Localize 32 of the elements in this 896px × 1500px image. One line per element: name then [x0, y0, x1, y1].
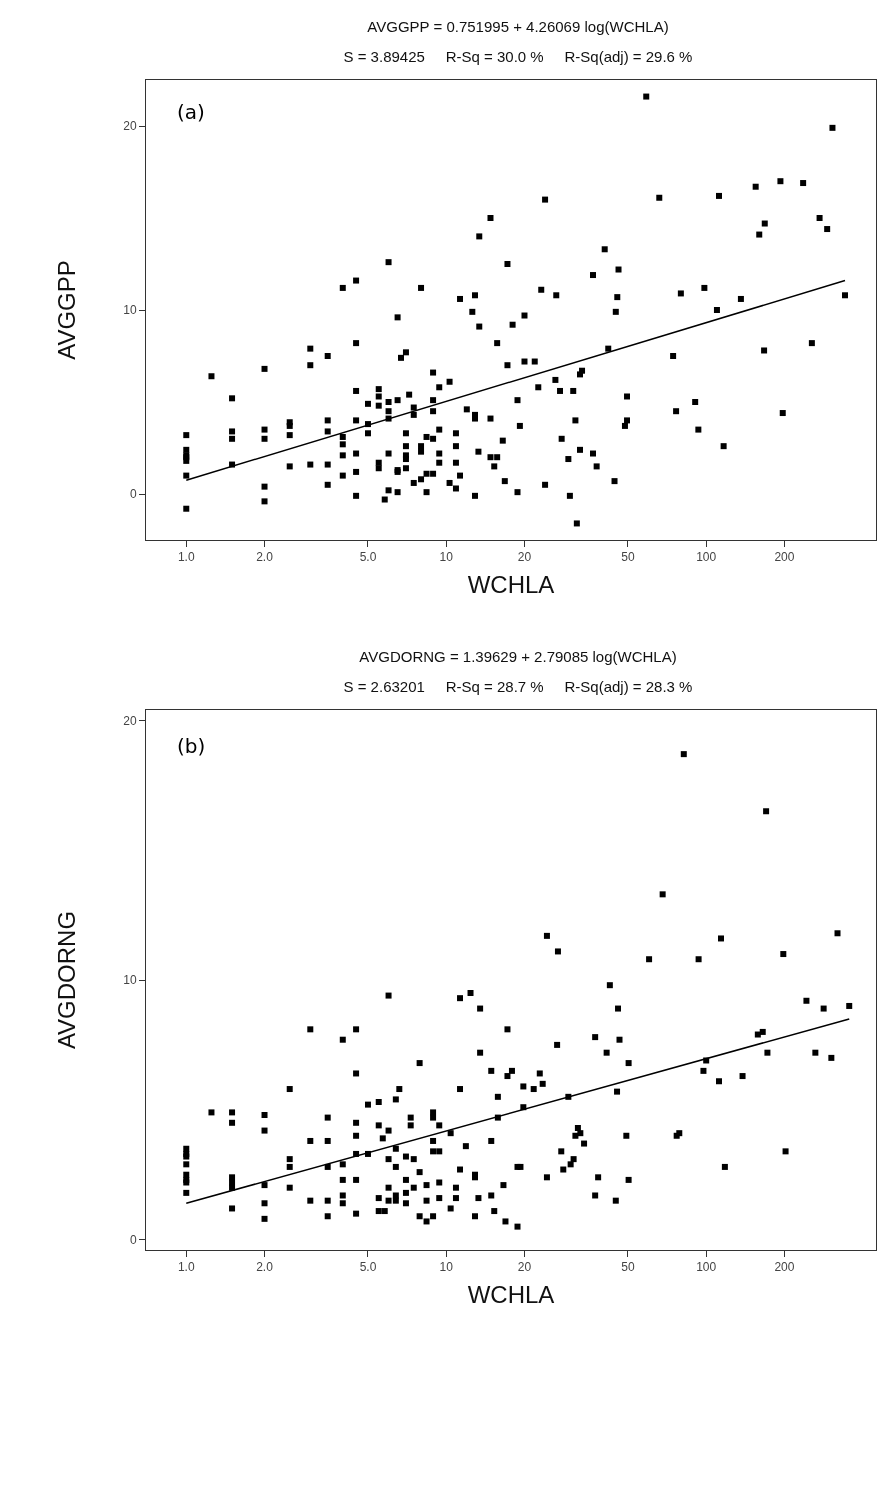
chart-title: AVGDORNG = 1.39629 + 2.79085 log(WCHLA): [358, 647, 678, 667]
x-tick-label: 20: [517, 1260, 532, 1275]
x-tick-label: 50: [621, 1260, 635, 1275]
annotation: (b): [177, 734, 206, 758]
y-tick-label: 0: [129, 1232, 137, 1247]
x-axis-title: WCHLA: [467, 570, 555, 598]
y-axis-title: AVGDORNG: [53, 910, 81, 1050]
x-tick-label: 1.0: [177, 1260, 195, 1275]
y-tick-label: 10: [123, 303, 137, 318]
y-tick-label: 10: [123, 973, 137, 988]
x-tick-label: 5.0: [359, 1260, 377, 1275]
y-tick-label: 20: [123, 713, 137, 728]
x-tick-label: 10: [439, 1260, 454, 1275]
chart-subtitle: S = 2.63201 R-Sq = 28.7 % R-Sq(adj) = 28.3 %: [342, 677, 694, 697]
chart-title: AVGGPP = 0.751995 + 4.26069 log(WCHLA): [366, 17, 670, 37]
x-tick-label: 100: [696, 1260, 717, 1275]
x-axis-title: WCHLA: [467, 1280, 555, 1308]
y-tick-label: 20: [123, 119, 137, 134]
y-axis-title: AVGGPP: [53, 260, 81, 360]
x-tick-label: 10: [439, 550, 454, 565]
x-tick-label: 2.0: [256, 1260, 274, 1275]
x-tick-label: 200: [774, 1260, 795, 1275]
chart-subtitle: S = 3.89425 R-Sq = 30.0 % R-Sq(adj) = 29.6 %: [342, 47, 694, 67]
x-tick-label: 50: [621, 550, 635, 565]
x-tick-label: 1.0: [177, 550, 195, 565]
x-tick-label: 100: [696, 550, 717, 565]
x-tick-label: 2.0: [256, 550, 274, 565]
x-tick-label: 200: [774, 550, 795, 565]
y-tick-label: 0: [129, 487, 137, 502]
x-tick-label: 5.0: [359, 550, 377, 565]
x-tick-label: 20: [517, 550, 532, 565]
annotation: (a): [177, 100, 205, 124]
